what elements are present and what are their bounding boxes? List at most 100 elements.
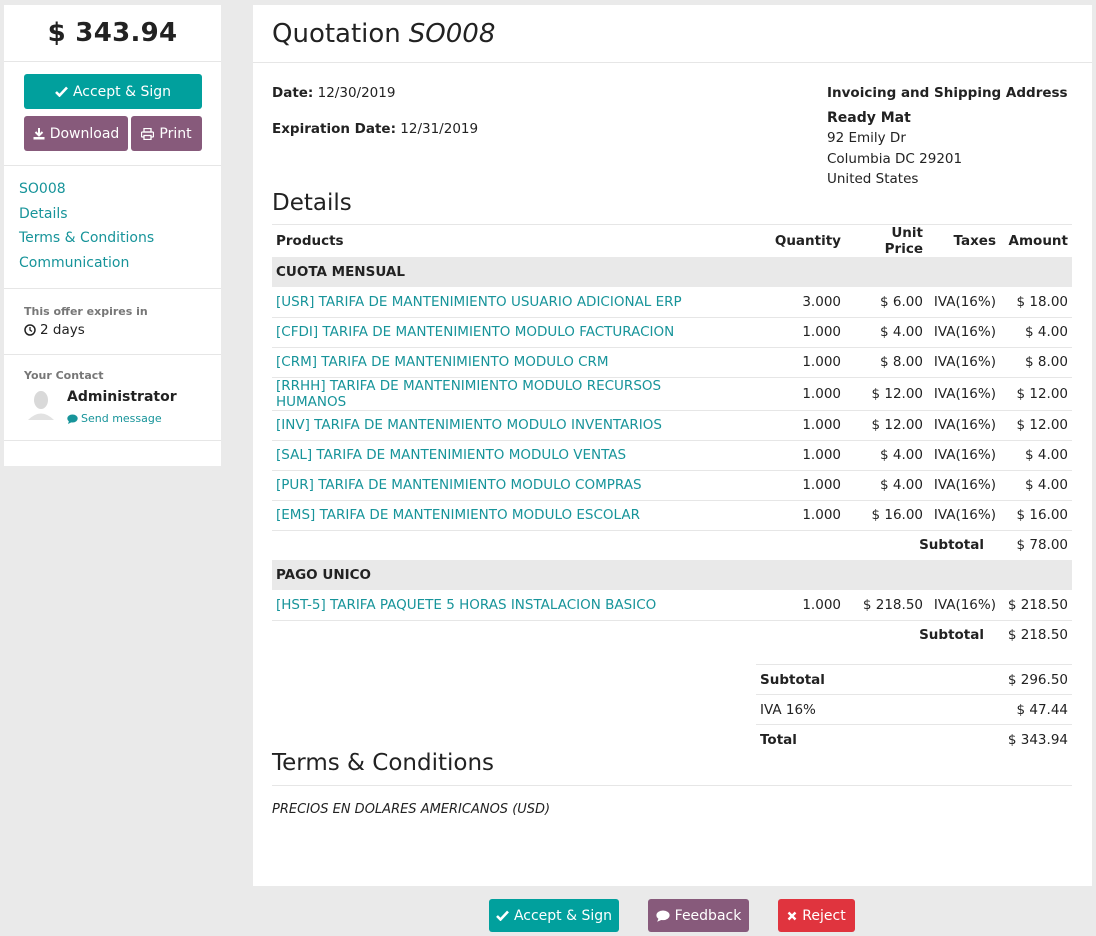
nav-link-terms[interactable]: Terms & Conditions — [19, 230, 155, 246]
send-message-label: Send message — [81, 412, 162, 425]
address-country: United States — [827, 171, 919, 187]
subtotal-value: $ 218.50 — [1000, 619, 1072, 650]
line-unit-price: $ 218.50 — [862, 596, 923, 613]
title-prefix: Quotation — [272, 18, 401, 49]
expiration-line: Expiration Date: 12/31/2019 — [272, 121, 478, 137]
line-taxes: IVA(16%) — [927, 469, 1000, 500]
reject-button[interactable]: Reject — [778, 899, 855, 932]
table-row: [HST-5] TARIFA PAQUETE 5 HORAS INSTALACI… — [272, 590, 1072, 620]
date-value: 12/30/2019 — [317, 85, 396, 101]
totals-subtotal-value: $ 296.50 — [919, 664, 1072, 695]
date-line: Date: 12/30/2019 — [272, 85, 395, 101]
reject-label: Reject — [802, 907, 846, 924]
accept-sign-button[interactable]: Accept & Sign — [24, 74, 202, 109]
section-row: CUOTA MENSUAL — [272, 257, 1072, 287]
line-taxes: IVA(16%) — [933, 293, 996, 310]
terms-heading: Terms & Conditions — [272, 750, 495, 776]
table-row: [SAL] TARIFA DE MANTENIMIENTO MODULO VEN… — [272, 439, 1072, 470]
line-amount: $ 16.00 — [1000, 499, 1072, 530]
bottom-accept-sign-label: Accept & Sign — [513, 907, 613, 924]
feedback-button[interactable]: Feedback — [648, 899, 749, 932]
table-row: [CRM] TARIFA DE MANTENIMIENTO MODULO CRM… — [272, 346, 1072, 377]
expires-label: This offer expires in — [24, 305, 148, 318]
address-header: Invoicing and Shipping Address — [827, 85, 1068, 101]
line-amount: $ 18.00 — [1016, 293, 1068, 310]
check-icon — [55, 86, 68, 97]
accept-sign-label: Accept & Sign — [72, 83, 172, 100]
subtotal-row: Subtotal $ 218.50 — [272, 619, 1072, 650]
clock-icon — [24, 324, 36, 336]
sidebar-actions: Accept & Sign Download Print — [4, 62, 221, 166]
product-link[interactable]: [EMS] TARIFA DE MANTENIMIENTO MODULO ESC… — [272, 499, 705, 530]
line-unit-price: $ 4.00 — [845, 316, 927, 347]
line-amount: $ 4.00 — [1000, 316, 1072, 347]
product-link[interactable]: [RRHH] TARIFA DE MANTENIMIENTO MODULO RE… — [272, 376, 705, 410]
expiration-value: 12/31/2019 — [400, 121, 479, 137]
expires-days: 2 days — [40, 322, 85, 338]
feedback-label: Feedback — [674, 907, 742, 924]
line-unit-price: $ 8.00 — [845, 346, 927, 377]
subtotal-value: $ 78.00 — [1000, 529, 1072, 560]
product-link[interactable]: [PUR] TARIFA DE MANTENIMIENTO MODULO COM… — [272, 469, 705, 500]
product-link[interactable]: [CFDI] TARIFA DE MANTENIMIENTO MODULO FA… — [272, 316, 705, 347]
table-row: [RRHH] TARIFA DE MANTENIMIENTO MODULO RE… — [272, 376, 1072, 410]
expiration-label: Expiration Date: — [272, 121, 396, 137]
line-quantity: 1.000 — [705, 409, 845, 440]
totals-table: Subtotal $ 296.50 IVA 16% $ 47.44 Total … — [756, 664, 1072, 755]
order-lines-table: Products Quantity Unit Price Taxes Amoun… — [272, 224, 1072, 650]
section-row: PAGO UNICO — [272, 560, 1072, 590]
print-button[interactable]: Print — [131, 116, 202, 151]
table-row: [CFDI] TARIFA DE MANTENIMIENTO MODULO FA… — [272, 316, 1072, 347]
line-unit-price: $ 12.00 — [845, 376, 927, 410]
table-row: [PUR] TARIFA DE MANTENIMIENTO MODULO COM… — [272, 469, 1072, 500]
line-amount: $ 12.00 — [1000, 376, 1072, 410]
address-city: Columbia DC 29201 — [827, 150, 963, 167]
nav-link-so008[interactable]: SO008 — [19, 181, 66, 197]
section-name: PAGO UNICO — [272, 560, 1072, 590]
bottom-accept-sign-button[interactable]: Accept & Sign — [489, 899, 619, 932]
send-message-link[interactable]: Send message — [67, 412, 162, 425]
print-label: Print — [159, 125, 192, 142]
address-block: Invoicing and Shipping Address Ready Mat… — [827, 83, 1068, 190]
product-link[interactable]: [USR] TARIFA DE MANTENIMIENTO USUARIO AD… — [276, 293, 682, 310]
comment-icon — [67, 414, 78, 424]
download-button[interactable]: Download — [24, 116, 128, 151]
line-quantity: 1.000 — [705, 346, 845, 377]
print-icon — [141, 127, 155, 140]
nav-link-details[interactable]: Details — [19, 205, 68, 222]
col-taxes: Taxes — [927, 224, 1000, 257]
product-link[interactable]: [HST-5] TARIFA PAQUETE 5 HORAS INSTALACI… — [276, 596, 657, 613]
avatar — [28, 391, 54, 420]
col-products: Products — [272, 224, 705, 257]
table-header-row: Products Quantity Unit Price Taxes Amoun… — [272, 224, 1072, 257]
check-icon — [496, 910, 509, 921]
totals-total-value: $ 343.94 — [919, 724, 1072, 755]
nav-link-communication[interactable]: Communication — [19, 254, 130, 271]
line-quantity: 1.000 — [802, 596, 841, 613]
totals-tax-label: IVA 16% — [756, 694, 920, 725]
subtotal-label: Subtotal — [272, 529, 1000, 560]
address-street: 92 Emily Dr — [827, 130, 906, 146]
sidebar-nav: SO008 Details Terms & Conditions Communi… — [4, 166, 221, 289]
expires-value: 2 days — [24, 322, 221, 338]
line-taxes: IVA(16%) — [927, 346, 1000, 377]
terms-text: PRECIOS EN DOLARES AMERICANOS (USD) — [272, 802, 551, 817]
line-quantity: 1.000 — [705, 439, 845, 470]
customer-name: Ready Mat — [827, 109, 911, 126]
totals-total-row: Total $ 343.94 — [756, 724, 1072, 755]
download-icon — [33, 127, 45, 139]
comment-icon — [656, 910, 670, 922]
table-row: [EMS] TARIFA DE MANTENIMIENTO MODULO ESC… — [272, 499, 1072, 530]
details-heading: Details — [272, 190, 352, 216]
product-link[interactable]: [SAL] TARIFA DE MANTENIMIENTO MODULO VEN… — [272, 439, 705, 470]
product-link[interactable]: [INV] TARIFA DE MANTENIMIENTO MODULO INV… — [272, 409, 705, 440]
col-quantity: Quantity — [705, 224, 845, 257]
table-row: [USR] TARIFA DE MANTENIMIENTO USUARIO AD… — [272, 287, 1072, 317]
product-link[interactable]: [CRM] TARIFA DE MANTENIMIENTO MODULO CRM — [272, 346, 705, 377]
totals-total-label: Total — [756, 724, 920, 755]
quotation-card: Quotation SO008 Date: 12/30/2019 Expirat… — [253, 5, 1092, 886]
line-amount: $ 218.50 — [1007, 596, 1068, 613]
download-label: Download — [49, 125, 120, 142]
times-icon — [787, 911, 797, 920]
line-taxes: IVA(16%) — [927, 439, 1000, 470]
